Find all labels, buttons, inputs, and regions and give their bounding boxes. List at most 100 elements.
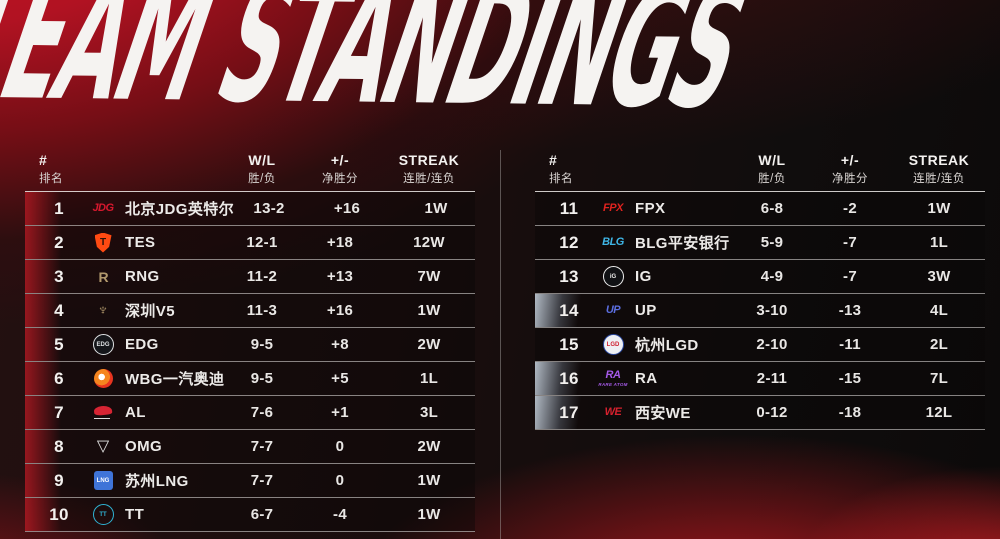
wl-header-zh: 胜/负 bbox=[248, 173, 276, 185]
team-logo-cell: R bbox=[81, 270, 125, 284]
wl-cell: 9-5 bbox=[250, 336, 274, 353]
plus-minus-column-header: +/- 净胜分 bbox=[297, 152, 383, 186]
rank-cell: 11 bbox=[559, 198, 579, 218]
plus-minus-cell: -15 bbox=[838, 370, 862, 387]
wl-cell: 9-5 bbox=[250, 370, 274, 387]
table-separator-line bbox=[500, 150, 501, 539]
rank-cell: 10 bbox=[49, 504, 69, 524]
wl-cell: 2-10 bbox=[756, 336, 788, 353]
plus-minus-cell: 0 bbox=[335, 472, 345, 489]
rank-cell: 13 bbox=[559, 266, 579, 286]
wbg-logo bbox=[93, 369, 113, 388]
wl-cell: 7-7 bbox=[250, 438, 274, 455]
wl-cell: 6-8 bbox=[760, 200, 784, 217]
plus-minus-cell: +1 bbox=[331, 404, 349, 421]
ig-logo: iG bbox=[602, 266, 624, 287]
team-name: RA bbox=[635, 370, 658, 387]
team-name: EDG bbox=[125, 336, 159, 353]
plus-minus-header-zh: 净胜分 bbox=[832, 173, 868, 185]
streak-cell: 2W bbox=[417, 336, 441, 353]
rank-cell: 2 bbox=[54, 232, 64, 252]
team-name: TES bbox=[125, 234, 156, 251]
streak-cell: 4L bbox=[929, 302, 949, 319]
wl-column-header: W/L 胜/负 bbox=[227, 152, 297, 186]
standings-row: 16 RA RARE ATOM RA 2-11 -15 7L bbox=[535, 362, 985, 396]
plus-minus-cell: 0 bbox=[335, 438, 345, 455]
jdg-logo: JDG bbox=[92, 202, 114, 214]
team-name: FPX bbox=[635, 200, 666, 217]
streak-column-header: STREAK 连胜/连负 bbox=[383, 152, 475, 186]
team-logo-cell: EDG bbox=[81, 334, 125, 355]
streak-cell: 7W bbox=[417, 268, 441, 285]
rank-header-zh: 排名 bbox=[39, 173, 63, 185]
streak-column-header: STREAK 连胜/连负 bbox=[893, 152, 985, 186]
streak-cell: 1L bbox=[929, 234, 949, 251]
standings-row: 4 ♆ 深圳V5 11-3 +16 1W bbox=[25, 294, 475, 328]
wl-cell: 11-2 bbox=[246, 268, 278, 285]
team-logo-cell: FPX bbox=[591, 203, 635, 214]
team-name: AL bbox=[125, 404, 146, 421]
plus-minus-header-en: +/- bbox=[840, 152, 860, 168]
team-logo-cell: ♆ bbox=[81, 301, 125, 319]
fpx-logo: FPX bbox=[603, 202, 623, 214]
standings-row: 15 LGD 杭州LGD 2-10 -11 2L bbox=[535, 328, 985, 362]
wl-header-en: W/L bbox=[248, 152, 276, 168]
team-logo-cell: T bbox=[81, 232, 125, 253]
plus-minus-cell: +13 bbox=[326, 268, 354, 285]
wl-column-header: W/L 胜/负 bbox=[737, 152, 807, 186]
plus-minus-column-header: +/- 净胜分 bbox=[807, 152, 893, 186]
team-logo-cell: iG bbox=[591, 266, 635, 287]
plus-minus-cell: -13 bbox=[838, 302, 862, 319]
streak-cell: 12L bbox=[925, 404, 953, 421]
team-logo-cell: TT bbox=[81, 504, 125, 525]
streak-cell: 12W bbox=[413, 234, 445, 251]
rank-cell: 8 bbox=[54, 436, 64, 456]
standings-table-right: # 排名 W/L 胜/负 +/- 净胜分 STREAK 连胜/连负 11 FPX F… bbox=[535, 150, 985, 430]
blg-logo: BLG bbox=[602, 236, 624, 248]
team-name: RNG bbox=[125, 268, 160, 285]
standings-row: 5 EDG EDG 9-5 +8 2W bbox=[25, 328, 475, 362]
standings-row: 12 BLG BLG平安银行 5-9 -7 1L bbox=[535, 226, 985, 260]
rng-logo: R bbox=[98, 268, 108, 285]
wl-cell: 11-3 bbox=[246, 302, 278, 319]
rank-cell: 7 bbox=[54, 402, 64, 422]
wl-cell: 7-6 bbox=[250, 404, 274, 421]
rank-cell: 5 bbox=[54, 334, 64, 354]
tes-logo: T bbox=[94, 232, 112, 253]
rank-column-header: # 排名 bbox=[547, 152, 737, 186]
rank-cell: 9 bbox=[54, 470, 64, 490]
streak-cell: 1W bbox=[417, 506, 441, 523]
standings-row: 11 FPX FPX 6-8 -2 1W bbox=[535, 192, 985, 226]
wl-cell: 2-11 bbox=[756, 370, 788, 387]
up-logo: UP bbox=[605, 304, 621, 316]
standings-row: 7 AL 7-6 +1 3L bbox=[25, 396, 475, 430]
streak-cell: 1W bbox=[417, 302, 441, 319]
ra-logo: RA bbox=[605, 369, 621, 381]
team-logo-cell: WE bbox=[591, 407, 635, 418]
rank-header-zh: 排名 bbox=[549, 173, 573, 185]
rank-cell: 14 bbox=[559, 300, 579, 320]
plus-minus-cell: +16 bbox=[326, 302, 354, 319]
rank-cell: 16 bbox=[559, 368, 579, 388]
standings-row: 13 iG IG 4-9 -7 3W bbox=[535, 260, 985, 294]
standings-row: 8 ▽ OMG 7-7 0 2W bbox=[25, 430, 475, 464]
streak-cell: 1W bbox=[927, 200, 951, 217]
plus-minus-cell: -7 bbox=[843, 234, 857, 251]
table-header: # 排名 W/L 胜/负 +/- 净胜分 STREAK 连胜/连负 bbox=[25, 150, 475, 192]
rank-column-header: # 排名 bbox=[37, 152, 227, 186]
team-name: TT bbox=[125, 506, 145, 523]
standings-row: 9 LNG 苏州LNG 7-7 0 1W bbox=[25, 464, 475, 498]
rank-cell: 17 bbox=[559, 402, 579, 422]
standings-row: 14 UP UP 3-10 -13 4L bbox=[535, 294, 985, 328]
v5-logo: ♆ bbox=[97, 301, 109, 319]
al-logo bbox=[93, 406, 113, 419]
streak-cell: 3W bbox=[927, 268, 951, 285]
plus-minus-cell: -18 bbox=[838, 404, 862, 421]
wl-cell: 4-9 bbox=[760, 268, 784, 285]
team-logo-cell: BLG bbox=[591, 237, 635, 248]
team-logo-cell: ▽ bbox=[81, 438, 125, 455]
team-logo-cell bbox=[81, 406, 125, 419]
team-logo-cell: UP bbox=[591, 305, 635, 316]
plus-minus-cell: -11 bbox=[839, 336, 861, 353]
streak-cell: 1W bbox=[417, 472, 441, 489]
